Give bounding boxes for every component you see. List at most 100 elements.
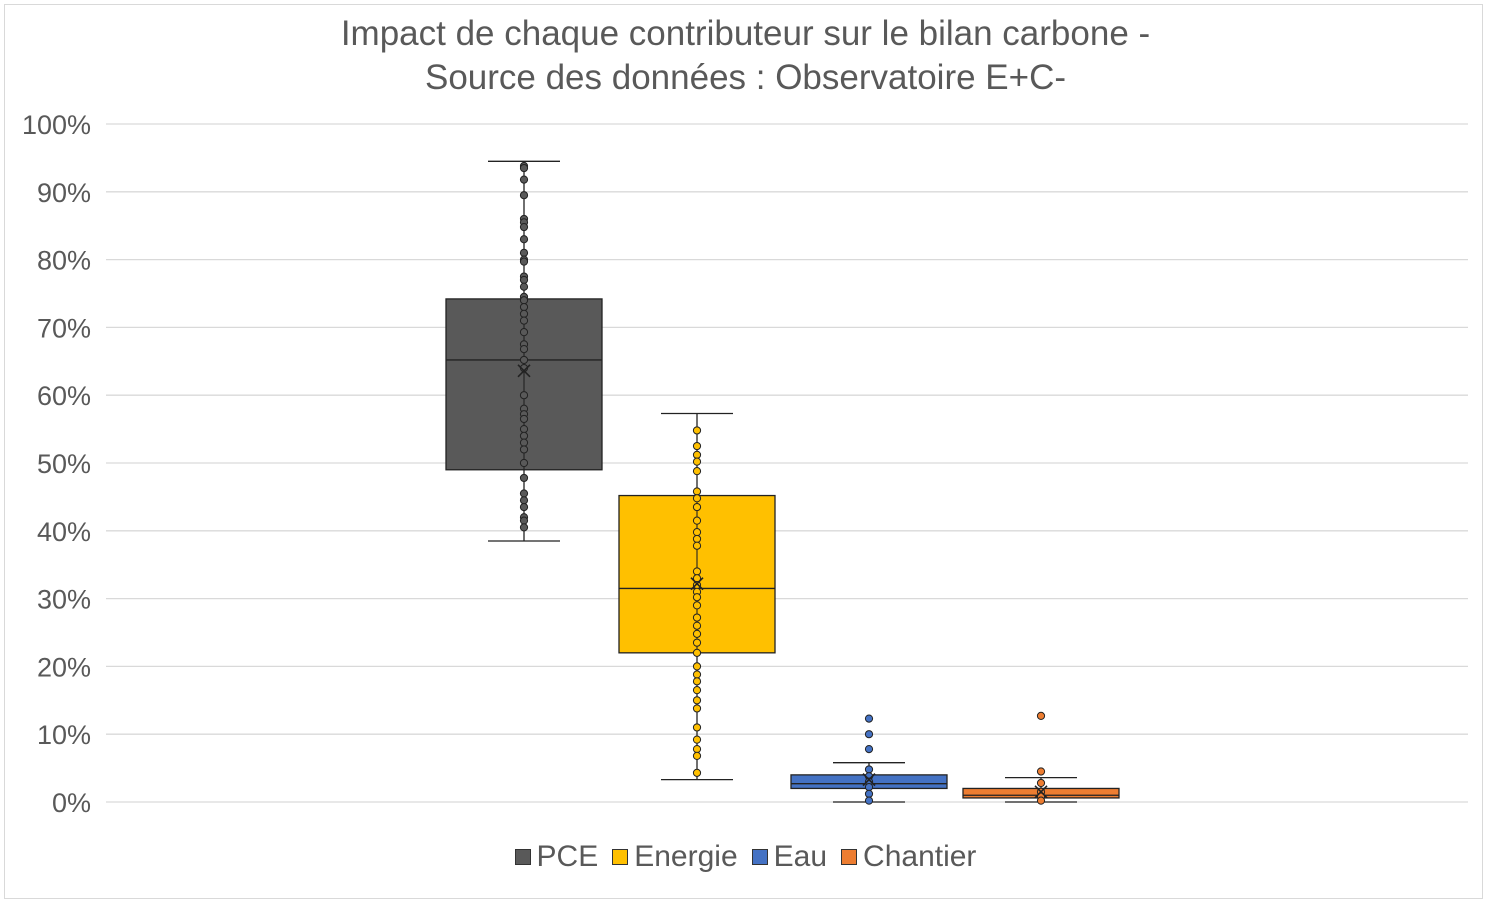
data-point [692,768,702,777]
y-tick-label: 40% [37,517,91,547]
chart-title-line-1: Impact de chaque contributeur sur le bil… [340,14,1151,53]
data-point [519,191,529,200]
data-point [692,457,702,466]
data-point [519,163,529,173]
data-point [692,751,702,760]
data-point [864,782,874,792]
legend-item-pce: PCE [514,840,598,874]
data-point [519,344,529,354]
legend-label-energie: Energie [634,840,738,873]
y-tick-label: 50% [37,449,91,479]
data-point [692,735,702,744]
data-point [519,302,529,312]
data-point [692,638,702,647]
data-point [864,730,874,739]
data-point [692,467,702,476]
data-point [519,296,529,305]
data-point [692,426,702,435]
box-pce [445,160,603,542]
data-point [519,445,529,454]
data-point [692,601,702,610]
legend-swatch-chantier [841,849,858,865]
data-point [692,670,702,679]
data-point [692,593,702,602]
data-point [519,355,529,365]
legend-label-chantier: Chantier [863,840,977,873]
data-point [519,328,529,337]
data-point [692,745,702,754]
data-point [519,175,529,184]
data-point [864,789,874,798]
data-point [692,686,702,695]
data-point [519,391,529,400]
chart-frame [4,4,1483,899]
data-point [519,496,529,505]
legend-item-energie: Energie [612,840,738,874]
box-chantier [962,711,1120,805]
y-tick-label: 0% [52,788,91,818]
data-point [519,222,529,232]
y-tick-label: 80% [37,246,91,276]
data-point [864,765,874,774]
y-tick-label: 70% [37,313,91,343]
data-point [519,458,529,468]
legend-swatch-pce [514,849,531,865]
box-eau [790,714,948,805]
mean-marker [517,364,531,378]
data-point [692,696,702,705]
data-point [692,494,702,503]
data-point [864,714,874,723]
legend-item-chantier: Chantier [841,840,976,874]
legend: PCE Energie Eau Chantier [0,840,1491,874]
data-point [692,534,702,544]
data-point [692,516,702,525]
data-point [692,450,702,459]
box-energie [618,412,776,781]
y-tick-label: 60% [37,381,91,411]
data-point [519,425,529,434]
data-point [519,438,529,447]
chart-title-line-2: Source des données : Observatoire E+C- [424,58,1067,97]
data-point [519,431,529,440]
gridlines [106,123,1468,803]
data-point [519,275,529,285]
legend-swatch-eau [751,849,768,865]
legend-swatch-energie [612,849,629,865]
data-point [692,704,702,713]
data-point [692,487,702,496]
data-point [692,723,702,732]
data-point [519,316,529,325]
data-point [692,580,702,590]
data-point [692,567,702,576]
y-axis: 0% 10% 20% 30% 40% 50% 60% 70% 80% 90% 100% [22,110,91,818]
y-tick-label: 30% [37,585,91,615]
y-tick-label: 90% [37,178,91,208]
data-point [692,677,702,686]
data-point [519,489,529,498]
data-point [519,414,529,424]
data-point [864,796,874,805]
data-point [519,502,529,512]
data-point [519,516,529,525]
data-point [692,441,702,451]
y-tick-label: 10% [37,720,91,750]
data-point [692,629,702,638]
data-point [692,541,702,550]
data-point [692,528,702,537]
data-point [519,282,529,291]
y-tick-label: 100% [22,110,91,140]
y-tick-label: 20% [37,652,91,682]
data-point [1036,711,1046,720]
data-point [692,621,702,630]
data-point [692,502,702,512]
data-point [1036,767,1046,776]
data-point [692,648,702,657]
data-point [519,473,529,483]
data-point [1036,796,1046,805]
mean-marker [1034,785,1048,799]
data-point [692,613,702,622]
data-point [864,745,874,754]
data-point [519,309,529,318]
data-point [692,662,702,671]
